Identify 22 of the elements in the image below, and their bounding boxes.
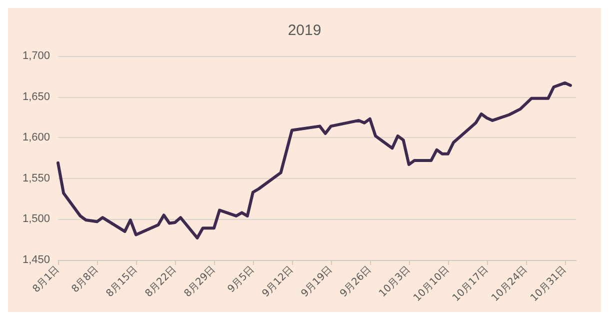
line-series (56, 81, 572, 240)
x-tick-label: 9月12日 (260, 264, 296, 300)
x-tick-label: 10月3日 (377, 264, 413, 300)
y-tick-label: 1,600 (22, 132, 50, 144)
chart-title: 2019 (288, 22, 322, 39)
y-tick-label: 1,700 (22, 50, 50, 62)
x-tick-label: 8月22日 (143, 264, 179, 300)
y-tick-label: 1,500 (22, 213, 50, 226)
x-tick-label: 10月31日 (528, 264, 569, 304)
x-tick-label: 8月1日 (30, 264, 62, 296)
x-tick-label: 8月15日 (104, 264, 140, 300)
x-tick-label: 10月10日 (412, 264, 452, 304)
x-tick-label: 9月5日 (226, 264, 257, 296)
y-tick-label: 1,650 (22, 90, 50, 103)
y-tick-label: 1,450 (22, 254, 50, 266)
x-tick-label: 8月29日 (182, 264, 218, 300)
x-tick-label: 9月19日 (299, 264, 335, 300)
x-tick-label: 8月8日 (70, 264, 101, 296)
x-tick-label: 10月24日 (490, 264, 530, 304)
x-tick-label: 9月26日 (338, 264, 374, 300)
y-tick-label: 1,550 (22, 172, 50, 184)
x-tick-label: 10月17日 (450, 264, 491, 304)
